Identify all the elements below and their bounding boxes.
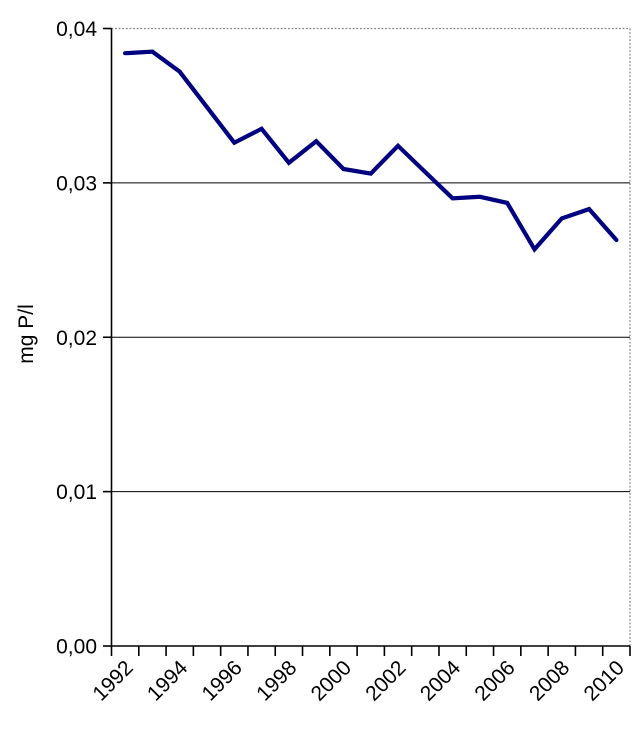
x-tick-label: 2010 bbox=[580, 656, 629, 705]
x-tick-label: 1992 bbox=[88, 656, 137, 705]
x-tick-label: 2008 bbox=[525, 656, 574, 705]
y-tick-label: 0,04 bbox=[56, 18, 97, 41]
x-tick-label: 2000 bbox=[307, 656, 356, 705]
x-tick-label: 1998 bbox=[252, 656, 301, 705]
y-tick-label: 0,00 bbox=[56, 636, 97, 659]
x-tick-label: 2002 bbox=[361, 656, 410, 705]
y-tick-label: 0,03 bbox=[56, 172, 97, 195]
x-tick-label: 2006 bbox=[470, 656, 519, 705]
y-tick-label: 0,01 bbox=[56, 481, 97, 504]
x-tick-label: 1996 bbox=[198, 656, 247, 705]
y-axis-title: mg P/l bbox=[15, 304, 38, 364]
x-tick-label: 1994 bbox=[143, 656, 193, 706]
x-tick-label: 2004 bbox=[416, 656, 466, 706]
y-tick-label: 0,02 bbox=[56, 327, 97, 350]
data-series-line bbox=[122, 49, 619, 253]
